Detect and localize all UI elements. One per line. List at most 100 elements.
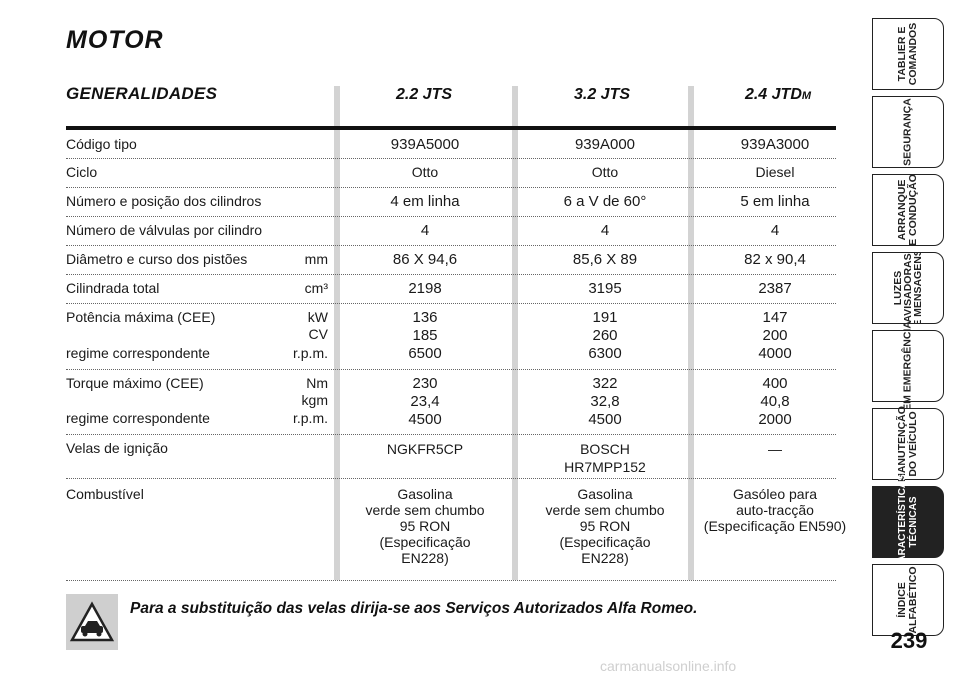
column-header-2-4-jtdm: 2.4 JTDM <box>744 86 812 103</box>
column-divider <box>512 86 518 580</box>
cell-value: Gasolina <box>397 486 453 502</box>
car-lift-warning-icon <box>66 594 118 650</box>
cell-value: 4500 <box>588 411 622 428</box>
cell-value: auto-tracção <box>736 502 814 518</box>
cell-value: 200 <box>762 327 788 344</box>
unit-label: kgm <box>301 392 328 408</box>
unit-label: Nm <box>306 375 328 391</box>
cell-value: (Especificação <box>559 534 651 550</box>
cell-value: Gasóleo para <box>732 486 818 502</box>
cell-value: verde sem chumbo <box>365 502 485 518</box>
cell-value: HR7MPP152 <box>564 459 646 475</box>
cell-value: 260 <box>592 327 618 344</box>
row-label: Número de válvulas por cilindro <box>66 222 263 238</box>
row-separator <box>66 216 836 217</box>
cell-value: — <box>768 441 782 457</box>
cell-value: EN228) <box>401 550 449 566</box>
column-divider <box>688 86 694 580</box>
tab-indice-alfabetico[interactable]: ÍNDICE ALFABÉTICO <box>872 564 944 636</box>
unit-label: r.p.m. <box>292 345 328 361</box>
row-label: Código tipo <box>66 136 137 152</box>
unit-label: kW <box>307 309 328 325</box>
cell-value: 4 <box>420 222 430 239</box>
header-rule <box>66 126 836 130</box>
cell-value: 2000 <box>758 411 792 428</box>
section-title: GENERALIDADES <box>66 84 218 103</box>
cell-value: 939A000 <box>574 136 636 153</box>
cell-value: 6 a V de 60° <box>563 193 647 210</box>
column-header-2-2-jts: 2.2 JTS <box>395 86 453 103</box>
tab-arranque-conducao[interactable]: ARRANQUE E CONDUÇÃO <box>872 174 944 246</box>
page-number: 239 <box>890 628 928 653</box>
service-note: Para a substituição das velas dirija-se … <box>66 594 836 650</box>
cell-value: 5 em linha <box>740 193 810 210</box>
cell-value: 6500 <box>408 345 442 362</box>
cell-value: Gasolina <box>577 486 633 502</box>
row-label: Torque máximo (CEE) <box>66 375 204 391</box>
row-label: Velas de ignição <box>66 440 168 456</box>
tab-em-emergencia[interactable]: EM EMERGÊNCIA <box>872 321 944 411</box>
cell-value: Diesel <box>755 164 795 180</box>
cell-value: 2198 <box>408 280 442 297</box>
row-label: Combustível <box>66 486 144 502</box>
cell-value: 4 <box>600 222 610 239</box>
cell-value: (Especificação <box>379 534 471 550</box>
cell-value: 322 <box>592 375 618 392</box>
cell-value: Otto <box>411 164 439 180</box>
cell-value: 939A3000 <box>740 136 810 153</box>
cell-value: 95 RON <box>579 518 631 534</box>
row-separator <box>66 245 836 246</box>
row-label: Número e posição dos cilindros <box>66 193 262 209</box>
cell-value: (Especificação EN590) <box>703 518 847 534</box>
cell-value: 191 <box>592 309 618 326</box>
row-separator <box>66 303 836 304</box>
row-label: Ciclo <box>66 164 98 180</box>
cell-value: 136 <box>412 309 438 326</box>
unit-label: mm <box>304 251 328 267</box>
cell-value: EN228) <box>581 550 629 566</box>
cell-value: 85,6 X 89 <box>572 251 638 268</box>
tab-tablier-comandos[interactable]: TABLIER E COMANDOS <box>872 18 944 90</box>
tab-luzes-avisadoras[interactable]: LUZES AVISADORAS E MENSAGENS <box>872 252 944 324</box>
cell-value: 4 <box>770 222 780 239</box>
tab-seguranca[interactable]: SEGURANÇA <box>872 96 944 168</box>
cell-value: 147 <box>762 309 788 326</box>
cell-value: 939A5000 <box>390 136 460 153</box>
cell-value: BOSCH <box>580 441 630 457</box>
unit-label: CV <box>308 326 328 342</box>
tab-manutencao-veiculo[interactable]: MANUTENÇÃO DO VEÍCULO <box>872 406 944 482</box>
cell-value: 185 <box>412 327 438 344</box>
cell-value: verde sem chumbo <box>545 502 665 518</box>
cell-value: 32,8 <box>590 393 620 410</box>
cell-value: 86 X 94,6 <box>392 251 458 268</box>
row-label: Diâmetro e curso dos pistões <box>66 251 248 267</box>
row-label: Cilindrada total <box>66 280 160 296</box>
note-text: Para a substituição das velas dirija-se … <box>130 600 698 617</box>
cell-value: 82 x 90,4 <box>744 251 806 268</box>
row-sublabel: regime correspondente <box>66 410 210 426</box>
cell-value: 95 RON <box>399 518 451 534</box>
page-title: MOTOR <box>66 26 164 54</box>
cell-value: 6300 <box>588 345 622 362</box>
cell-value: 230 <box>412 375 438 392</box>
cell-value: 3195 <box>588 280 622 297</box>
cell-value: 40,8 <box>760 393 790 410</box>
cell-value: Otto <box>591 164 619 180</box>
row-separator <box>66 369 836 370</box>
row-separator <box>66 274 836 275</box>
row-sublabel: regime correspondente <box>66 345 210 361</box>
column-divider <box>334 86 340 580</box>
cell-value: 23,4 <box>410 393 440 410</box>
cell-value: NGKFR5CP <box>386 441 464 457</box>
cell-value: 2387 <box>758 280 792 297</box>
cell-value: 400 <box>762 375 788 392</box>
row-separator <box>66 158 836 159</box>
row-separator <box>66 580 836 581</box>
cell-value: 4500 <box>408 411 442 428</box>
row-separator <box>66 478 836 479</box>
footer-watermark: carmanualsonline.info <box>600 658 737 674</box>
column-header-3-2-jts: 3.2 JTS <box>573 86 631 103</box>
row-separator <box>66 434 836 435</box>
tab-caracteristicas-tecnicas[interactable]: CARACTERÍSTICAS TÉCNICAS <box>872 474 944 570</box>
unit-label: cm³ <box>304 280 328 296</box>
